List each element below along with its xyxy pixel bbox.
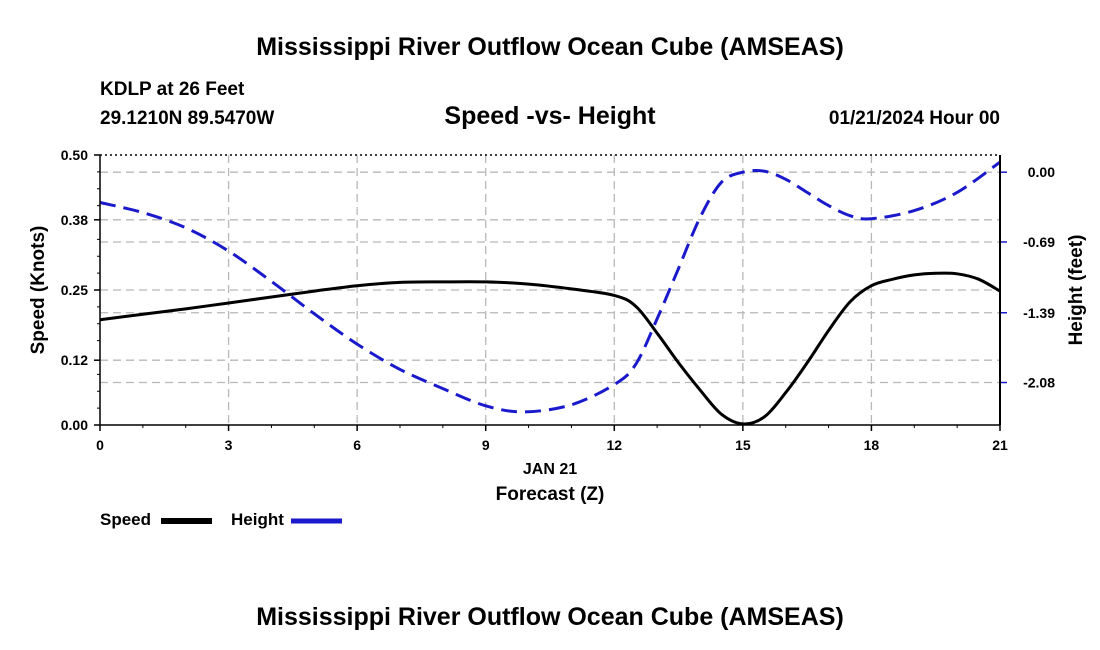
x-tick-label: 0 xyxy=(96,437,104,453)
y-tick-label: 0.00 xyxy=(61,417,88,433)
y2-tick-label: -0.69 xyxy=(1023,234,1055,250)
x-axis-date: JAN 21 xyxy=(523,461,577,478)
x-tick-label: 12 xyxy=(606,437,622,453)
chart-main-title: Mississippi River Outflow Ocean Cube (AM… xyxy=(256,33,844,61)
y2-tick-label: -2.08 xyxy=(1023,375,1055,391)
y2-tick-label: -1.39 xyxy=(1023,305,1055,321)
series-layer xyxy=(99,160,1001,426)
x-tick-label: 18 xyxy=(864,437,880,453)
chart-footer-title: Mississippi River Outflow Ocean Cube (AM… xyxy=(256,603,844,631)
axes xyxy=(94,154,1007,431)
y-tick-label: 0.12 xyxy=(61,352,88,368)
x-tick-label: 3 xyxy=(225,437,233,453)
x-tick-label: 6 xyxy=(353,437,361,453)
plot-area: 0 3 6 9 12 15 18 21 0.00 0.12 0.25 0.38 0.50 0.00 -0.6… xyxy=(61,147,1055,453)
y-tick-label: 0.25 xyxy=(61,282,88,298)
x-tick-label: 9 xyxy=(482,437,490,453)
x-axis-label: Forecast (Z) xyxy=(496,484,605,505)
legend-speed-label: Speed xyxy=(100,510,151,529)
y2-axis-label: Height (feet) xyxy=(1066,235,1087,346)
series-line-height xyxy=(99,160,1001,414)
y-tick-label: 0.50 xyxy=(61,147,88,163)
x-tick-label: 21 xyxy=(992,437,1008,453)
station-coordinates: 29.1210N 89.5470W xyxy=(100,108,274,129)
y-tick-label: 0.38 xyxy=(61,212,88,228)
y-axis-label: Speed (Knots) xyxy=(28,226,49,355)
forecast-date: 01/21/2024 Hour 00 xyxy=(829,108,1000,129)
chart-subtitle: Speed -vs- Height xyxy=(444,102,656,130)
station-label: KDLP at 26 Feet xyxy=(100,79,245,100)
legend: Speed Height xyxy=(100,510,342,529)
series-line-speed xyxy=(99,271,1001,426)
x-tick-label: 15 xyxy=(735,437,751,453)
tick-labels: 0 3 6 9 12 15 18 21 0.00 0.12 0.25 0.38 0.50 0.00 -0.6… xyxy=(61,147,1055,453)
y2-tick-label: 0.00 xyxy=(1028,164,1055,180)
legend-height-label: Height xyxy=(231,510,284,529)
gridlines xyxy=(100,155,1000,425)
